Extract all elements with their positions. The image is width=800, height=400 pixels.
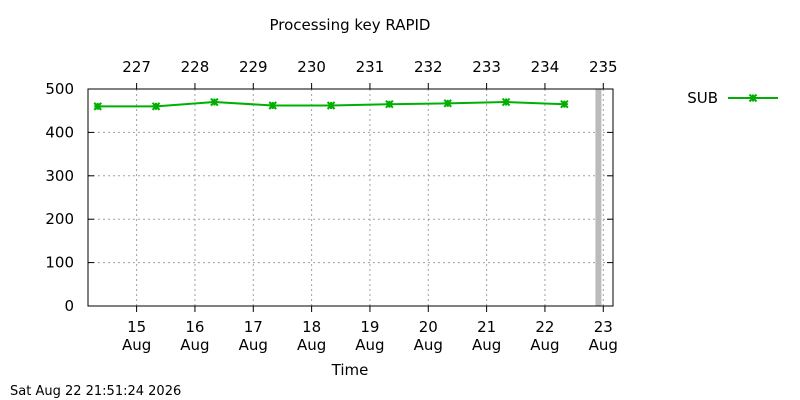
data-point-sub — [326, 101, 336, 110]
series-layer — [93, 97, 569, 111]
x-tick-label-day: 18 — [302, 318, 321, 336]
x-tick-label-month: Aug — [414, 336, 443, 354]
y-tick-label: 300 — [45, 167, 74, 185]
x2-tick-label: 228 — [181, 58, 210, 76]
x-tick-label-month: Aug — [297, 336, 326, 354]
data-point-sub — [210, 97, 219, 107]
x-tick-label-month: Aug — [122, 336, 151, 354]
x-tick-label-day: 16 — [185, 318, 204, 336]
legend-point-sub — [748, 93, 758, 103]
y-tick-label: 200 — [45, 210, 74, 228]
x-tick-label-month: Aug — [355, 336, 384, 354]
x2-tick-label: 232 — [414, 58, 443, 76]
x-tick-label-month: Aug — [589, 336, 618, 354]
x-tick-label-day: 22 — [535, 318, 554, 336]
x-tick-label-month: Aug — [239, 336, 268, 354]
x2-tick-label: 230 — [297, 58, 326, 76]
chart-title: Processing key RAPID — [270, 16, 431, 34]
x2-tick-label: 227 — [122, 58, 151, 76]
x-tick-label-day: 19 — [360, 318, 379, 336]
legend: SUB — [687, 89, 778, 107]
x-tick-label-day: 23 — [594, 318, 613, 336]
y-tick-label: 400 — [45, 123, 74, 141]
data-point-sub — [443, 99, 452, 108]
x-tick-label-month: Aug — [530, 336, 559, 354]
x2-tick-label: 234 — [531, 58, 560, 76]
plot-frame — [87, 88, 614, 307]
data-point-sub — [560, 99, 569, 109]
axis-ticks — [88, 83, 613, 312]
data-point-sub — [151, 102, 161, 111]
x2-tick-label: 231 — [356, 58, 385, 76]
x2-tick-label: 229 — [239, 58, 268, 76]
x-tick-label-month: Aug — [472, 336, 501, 354]
legend-label-sub: SUB — [687, 89, 718, 107]
x-tick-label-day: 20 — [419, 318, 438, 336]
legend-marker-sub — [748, 93, 758, 103]
y-tick-label: 0 — [64, 297, 74, 315]
y-tick-label: 500 — [45, 80, 74, 98]
data-point-sub — [268, 101, 277, 110]
x-tick-label-day: 21 — [477, 318, 496, 336]
data-point-sub — [93, 102, 102, 111]
x-tick-label-day: 17 — [244, 318, 263, 336]
current-time-band — [595, 89, 602, 306]
y-tick-label: 100 — [45, 254, 74, 272]
x2-tick-label: 233 — [472, 58, 501, 76]
footer-timestamp: Sat Aug 22 21:51:24 2026 — [10, 384, 181, 399]
x-tick-label-day: 15 — [127, 318, 146, 336]
current-time-marker — [595, 89, 602, 306]
grid-lines — [88, 89, 613, 306]
x-axis-label: Time — [331, 361, 369, 379]
x-tick-label-month: Aug — [180, 336, 209, 354]
tick-labels: 010020030040050015Aug22716Aug22817Aug229… — [45, 58, 618, 354]
x2-tick-label: 235 — [589, 58, 618, 76]
data-point-sub — [385, 99, 394, 109]
data-point-sub — [501, 97, 511, 107]
